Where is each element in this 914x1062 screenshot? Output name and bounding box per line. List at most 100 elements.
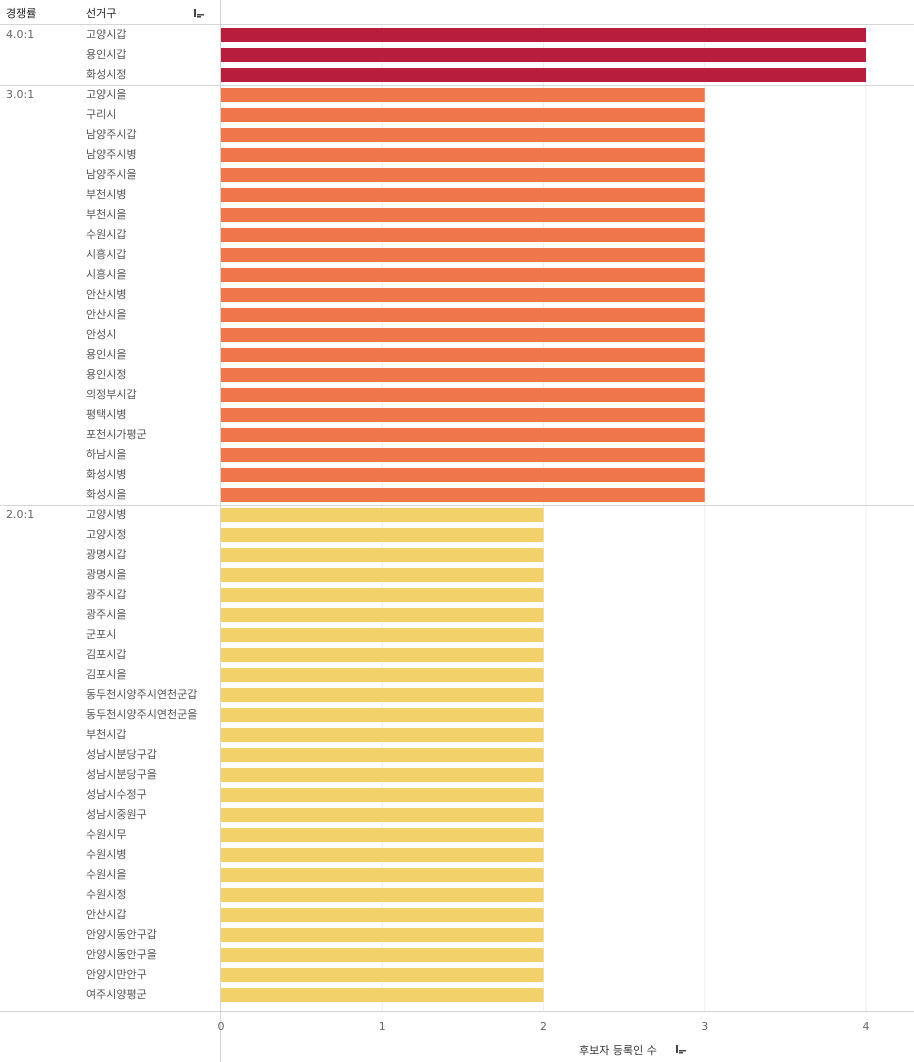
district-label: 부천시갑 (86, 727, 126, 741)
bar[interactable] (221, 548, 544, 562)
district-column-header[interactable]: 선거구 (86, 7, 117, 20)
district-label: 광주시갑 (86, 588, 126, 601)
bar[interactable] (221, 128, 705, 142)
bar[interactable] (221, 848, 544, 862)
bar[interactable] (221, 248, 705, 262)
bar[interactable] (221, 88, 705, 102)
district-label: 고양시병 (86, 508, 126, 521)
district-label: 안산시병 (86, 288, 126, 301)
x-tick-label: 2 (540, 1020, 547, 1033)
bar[interactable] (221, 648, 544, 662)
bar[interactable] (221, 748, 544, 762)
bar[interactable] (221, 508, 544, 522)
bar[interactable] (221, 188, 705, 202)
district-label: 광주시을 (86, 608, 126, 621)
district-label: 안산시갑 (86, 908, 126, 921)
district-label: 김포시갑 (86, 648, 126, 661)
district-label: 안양시만안구 (86, 968, 147, 981)
bar[interactable] (221, 228, 705, 242)
bar[interactable] (221, 488, 705, 502)
bar[interactable] (221, 528, 544, 542)
district-label: 성남시중원구 (86, 808, 147, 821)
district-label: 남양주시갑 (86, 128, 137, 141)
district-label: 남양주시을 (86, 168, 137, 181)
bar[interactable] (221, 768, 544, 782)
bar[interactable] (221, 408, 705, 422)
bar[interactable] (221, 908, 544, 922)
bar[interactable] (221, 208, 705, 222)
district-label: 구리시 (86, 108, 116, 121)
district-label: 동두천시양주시연천군갑 (86, 687, 197, 701)
bar[interactable] (221, 808, 544, 822)
bar[interactable] (221, 788, 544, 802)
district-label: 수원시갑 (86, 228, 126, 241)
bar[interactable] (221, 828, 544, 842)
x-tick-label: 0 (218, 1020, 225, 1033)
bar[interactable] (221, 728, 544, 742)
district-label: 용인시갑 (86, 48, 126, 61)
district-label: 수원시무 (86, 828, 126, 841)
district-label: 성남시분당구갑 (86, 748, 157, 761)
district-label: 의정부시갑 (86, 388, 137, 401)
axis-sort-icon[interactable] (675, 1044, 687, 1054)
district-label: 시흥시을 (86, 267, 126, 281)
bar[interactable] (221, 108, 705, 122)
district-label: 용인시을 (86, 348, 126, 361)
district-label: 여주시양평군 (86, 988, 147, 1001)
bar[interactable] (221, 468, 705, 482)
bar[interactable] (221, 708, 544, 722)
district-label: 남양주시병 (86, 148, 137, 161)
district-label: 화성시을 (86, 488, 126, 501)
bar[interactable] (221, 608, 544, 622)
bar[interactable] (221, 168, 705, 182)
bar[interactable] (221, 668, 544, 682)
x-tick-label: 4 (863, 1020, 870, 1033)
bar[interactable] (221, 68, 866, 82)
ratio-group-label: 4.0:1 (6, 28, 34, 41)
district-label: 성남시수정구 (86, 788, 147, 801)
bar[interactable] (221, 288, 705, 302)
district-label: 동두천시양주시연천군을 (86, 707, 197, 721)
bar[interactable] (221, 988, 544, 1002)
bar[interactable] (221, 868, 544, 882)
district-label: 김포시을 (86, 668, 126, 681)
district-label: 고양시정 (86, 528, 126, 541)
bar[interactable] (221, 688, 544, 702)
district-label: 성남시분당구을 (86, 768, 157, 781)
bar[interactable] (221, 628, 544, 642)
sort-descending-icon[interactable] (193, 8, 205, 18)
bar[interactable] (221, 388, 705, 402)
bar[interactable] (221, 588, 544, 602)
bar[interactable] (221, 928, 544, 942)
bar[interactable] (221, 368, 705, 382)
district-label: 안성시 (86, 328, 116, 341)
bar[interactable] (221, 888, 544, 902)
district-label: 하남시을 (86, 447, 126, 461)
bar[interactable] (221, 28, 866, 42)
bar[interactable] (221, 48, 866, 62)
x-axis-title: 후보자 등록인 수 (579, 1044, 657, 1057)
district-label: 평택시병 (86, 408, 126, 421)
bar[interactable] (221, 448, 705, 462)
district-label: 고양시을 (86, 88, 126, 101)
district-label: 광명시을 (86, 568, 126, 581)
bar[interactable] (221, 328, 705, 342)
district-label: 부천시병 (86, 187, 126, 201)
bar[interactable] (221, 268, 705, 282)
bar[interactable] (221, 308, 705, 322)
x-tick-label: 3 (701, 1020, 708, 1033)
bar[interactable] (221, 148, 705, 162)
district-label: 안양시동안구을 (86, 948, 157, 961)
bar[interactable] (221, 948, 544, 962)
ratio-column-header[interactable]: 경쟁률 (6, 7, 37, 20)
district-label: 군포시 (86, 628, 116, 641)
district-label: 포천시가평군 (86, 427, 147, 441)
bar[interactable] (221, 428, 705, 442)
district-label: 수원시병 (86, 848, 126, 861)
bar[interactable] (221, 968, 544, 982)
bar[interactable] (221, 568, 544, 582)
district-label: 수원시정 (86, 888, 126, 901)
bar[interactable] (221, 348, 705, 362)
